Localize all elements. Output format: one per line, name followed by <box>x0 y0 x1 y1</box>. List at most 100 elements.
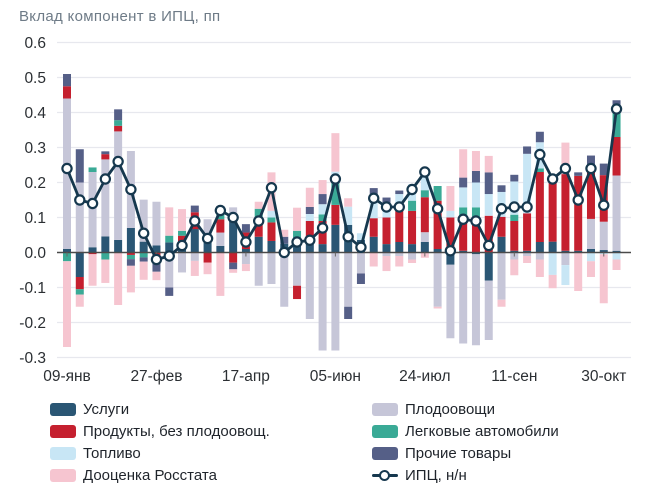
bar-segment-uslugi <box>254 236 263 253</box>
bar-segment-uslugi <box>459 250 468 253</box>
bar-segment-uslugi <box>88 247 97 253</box>
bar-segment-plodoovoshchi <box>433 252 442 307</box>
bar-segment-toplivo <box>344 206 353 225</box>
ipc-marker <box>253 215 265 227</box>
bar-segment-toplivo <box>561 265 570 286</box>
y-axis-tick-label: 0.5 <box>24 70 46 87</box>
bar-segment-produkty <box>369 218 378 237</box>
bar-segment-produkty <box>305 221 314 244</box>
ipc-marker <box>546 173 559 185</box>
ipc-marker <box>470 215 482 227</box>
ipc-marker <box>444 245 457 257</box>
bar-segment-plodoovoshchi <box>88 172 97 248</box>
y-axis-tick-label: 0.2 <box>24 175 46 192</box>
bar-segment-uslugi <box>510 250 519 253</box>
bar-segment-legkovye <box>114 120 123 126</box>
bar-segment-plodoovoshchi <box>152 201 161 246</box>
bar-segment-dootsenka <box>599 254 608 304</box>
legend-color-swatch <box>372 424 398 438</box>
bar-segment-prochie <box>63 74 71 87</box>
bar-segment-prochie <box>356 273 365 284</box>
bar-segment-prochie <box>75 149 84 183</box>
bar-segment-dootsenka <box>75 294 84 307</box>
ipc-marker <box>393 201 405 213</box>
bar-segment-toplivo <box>586 252 595 262</box>
bar-segment-plodoovoshchi <box>484 280 493 340</box>
x-axis-tick-label: 24-июл <box>399 368 450 385</box>
bar-segment-dootsenka <box>369 252 378 267</box>
bar-segment-prochie <box>535 131 544 143</box>
bar-segment-plodoovoshchi <box>254 252 263 286</box>
bar-segment-uslugi <box>63 249 71 253</box>
legend-item: Плодоовощи <box>372 401 645 418</box>
bar-segment-prochie <box>484 172 493 195</box>
bar-segment-legkovye <box>459 207 468 218</box>
bar-segment-legkovye <box>267 217 276 223</box>
bar-segment-plodoovoshchi <box>382 252 391 256</box>
bar-segment-toplivo <box>356 233 365 240</box>
bar-segment-legkovye <box>535 168 544 172</box>
bar-segment-dootsenka <box>548 274 557 289</box>
bar-segment-uslugi <box>561 250 570 253</box>
bar-segment-dootsenka <box>165 207 174 236</box>
bar-segment-prochie <box>574 172 583 176</box>
bar-segment-uslugi <box>548 241 557 253</box>
ipc-marker <box>240 236 252 248</box>
bar-segment-dootsenka <box>382 256 391 272</box>
y-axis-tick-label: 0.6 <box>24 35 46 52</box>
bar-segment-prochie <box>139 257 148 262</box>
bar-segment-toplivo <box>369 194 378 219</box>
ipc-line <box>65 107 618 261</box>
bar-segment-toplivo <box>471 182 480 208</box>
bar-segment-produkty <box>254 219 263 237</box>
bar-segment-produkty <box>267 222 276 241</box>
bar-segment-dootsenka <box>484 155 493 173</box>
bar-segment-uslugi <box>229 217 238 253</box>
ipc-marker <box>316 222 329 234</box>
bar-segment-produkty <box>101 154 110 160</box>
bar-segment-prochie <box>280 236 289 244</box>
bar-segment-plodoovoshchi <box>241 252 250 265</box>
chart-title: Вклад компонент в ИПЦ, пп <box>19 8 221 25</box>
bar-segment-toplivo <box>612 252 621 260</box>
bar-segment-toplivo <box>446 210 455 218</box>
legend-item: Легковые автомобили <box>372 423 645 440</box>
bar-segment-uslugi <box>523 250 532 253</box>
y-axis-tick-label: -0.3 <box>19 350 46 367</box>
bar-segment-produkty <box>229 252 238 263</box>
bar-segment-legkovye <box>471 207 480 218</box>
bar-segment-dootsenka <box>229 269 238 273</box>
y-axis-tick-label: -0.2 <box>19 315 46 332</box>
legend-label: ИПЦ, н/н <box>405 466 467 484</box>
bar-segment-dootsenka <box>241 264 250 272</box>
bar-segment-dootsenka <box>190 260 199 276</box>
bar-segment-prochie <box>344 306 353 319</box>
legend-color-swatch <box>372 402 398 416</box>
legend-item: Услуги <box>50 401 372 418</box>
legend-color-swatch <box>50 446 76 460</box>
ipc-marker <box>74 194 86 206</box>
legend-item: Дооценка Росстата <box>50 467 372 484</box>
bar-segment-produkty <box>510 221 519 251</box>
bar-segment-dootsenka <box>63 261 71 347</box>
plot-area: 0.6 0.5 0.4 0.3 0.2 0.1 0.0 -0.1 -0.2 -0.309-янв 2… <box>19 35 631 385</box>
ipc-marker <box>419 166 431 178</box>
bar-segment-prochie <box>190 205 199 213</box>
bar-segment-prochie <box>114 109 123 121</box>
bar-segment-uslugi <box>305 243 314 253</box>
legend: Услуги Продукты, без плодоовощ. Топливо Доо… <box>50 401 645 489</box>
bar-segment-plodoovoshchi <box>114 131 123 240</box>
bar-segment-produkty <box>63 86 71 99</box>
legend-color-swatch <box>50 402 76 416</box>
bar-segment-dootsenka <box>612 259 621 270</box>
ipc-marker <box>86 197 99 210</box>
bar-segment-plodoovoshchi <box>165 252 174 288</box>
y-axis-tick-label: 0.4 <box>24 105 46 122</box>
bar-segment-uslugi <box>497 236 506 253</box>
bar-segment-produkty <box>484 215 493 253</box>
ipc-marker <box>610 103 623 115</box>
ipc-marker <box>227 211 239 224</box>
bar-segment-prochie <box>599 163 608 176</box>
bar-segment-toplivo <box>267 210 276 218</box>
